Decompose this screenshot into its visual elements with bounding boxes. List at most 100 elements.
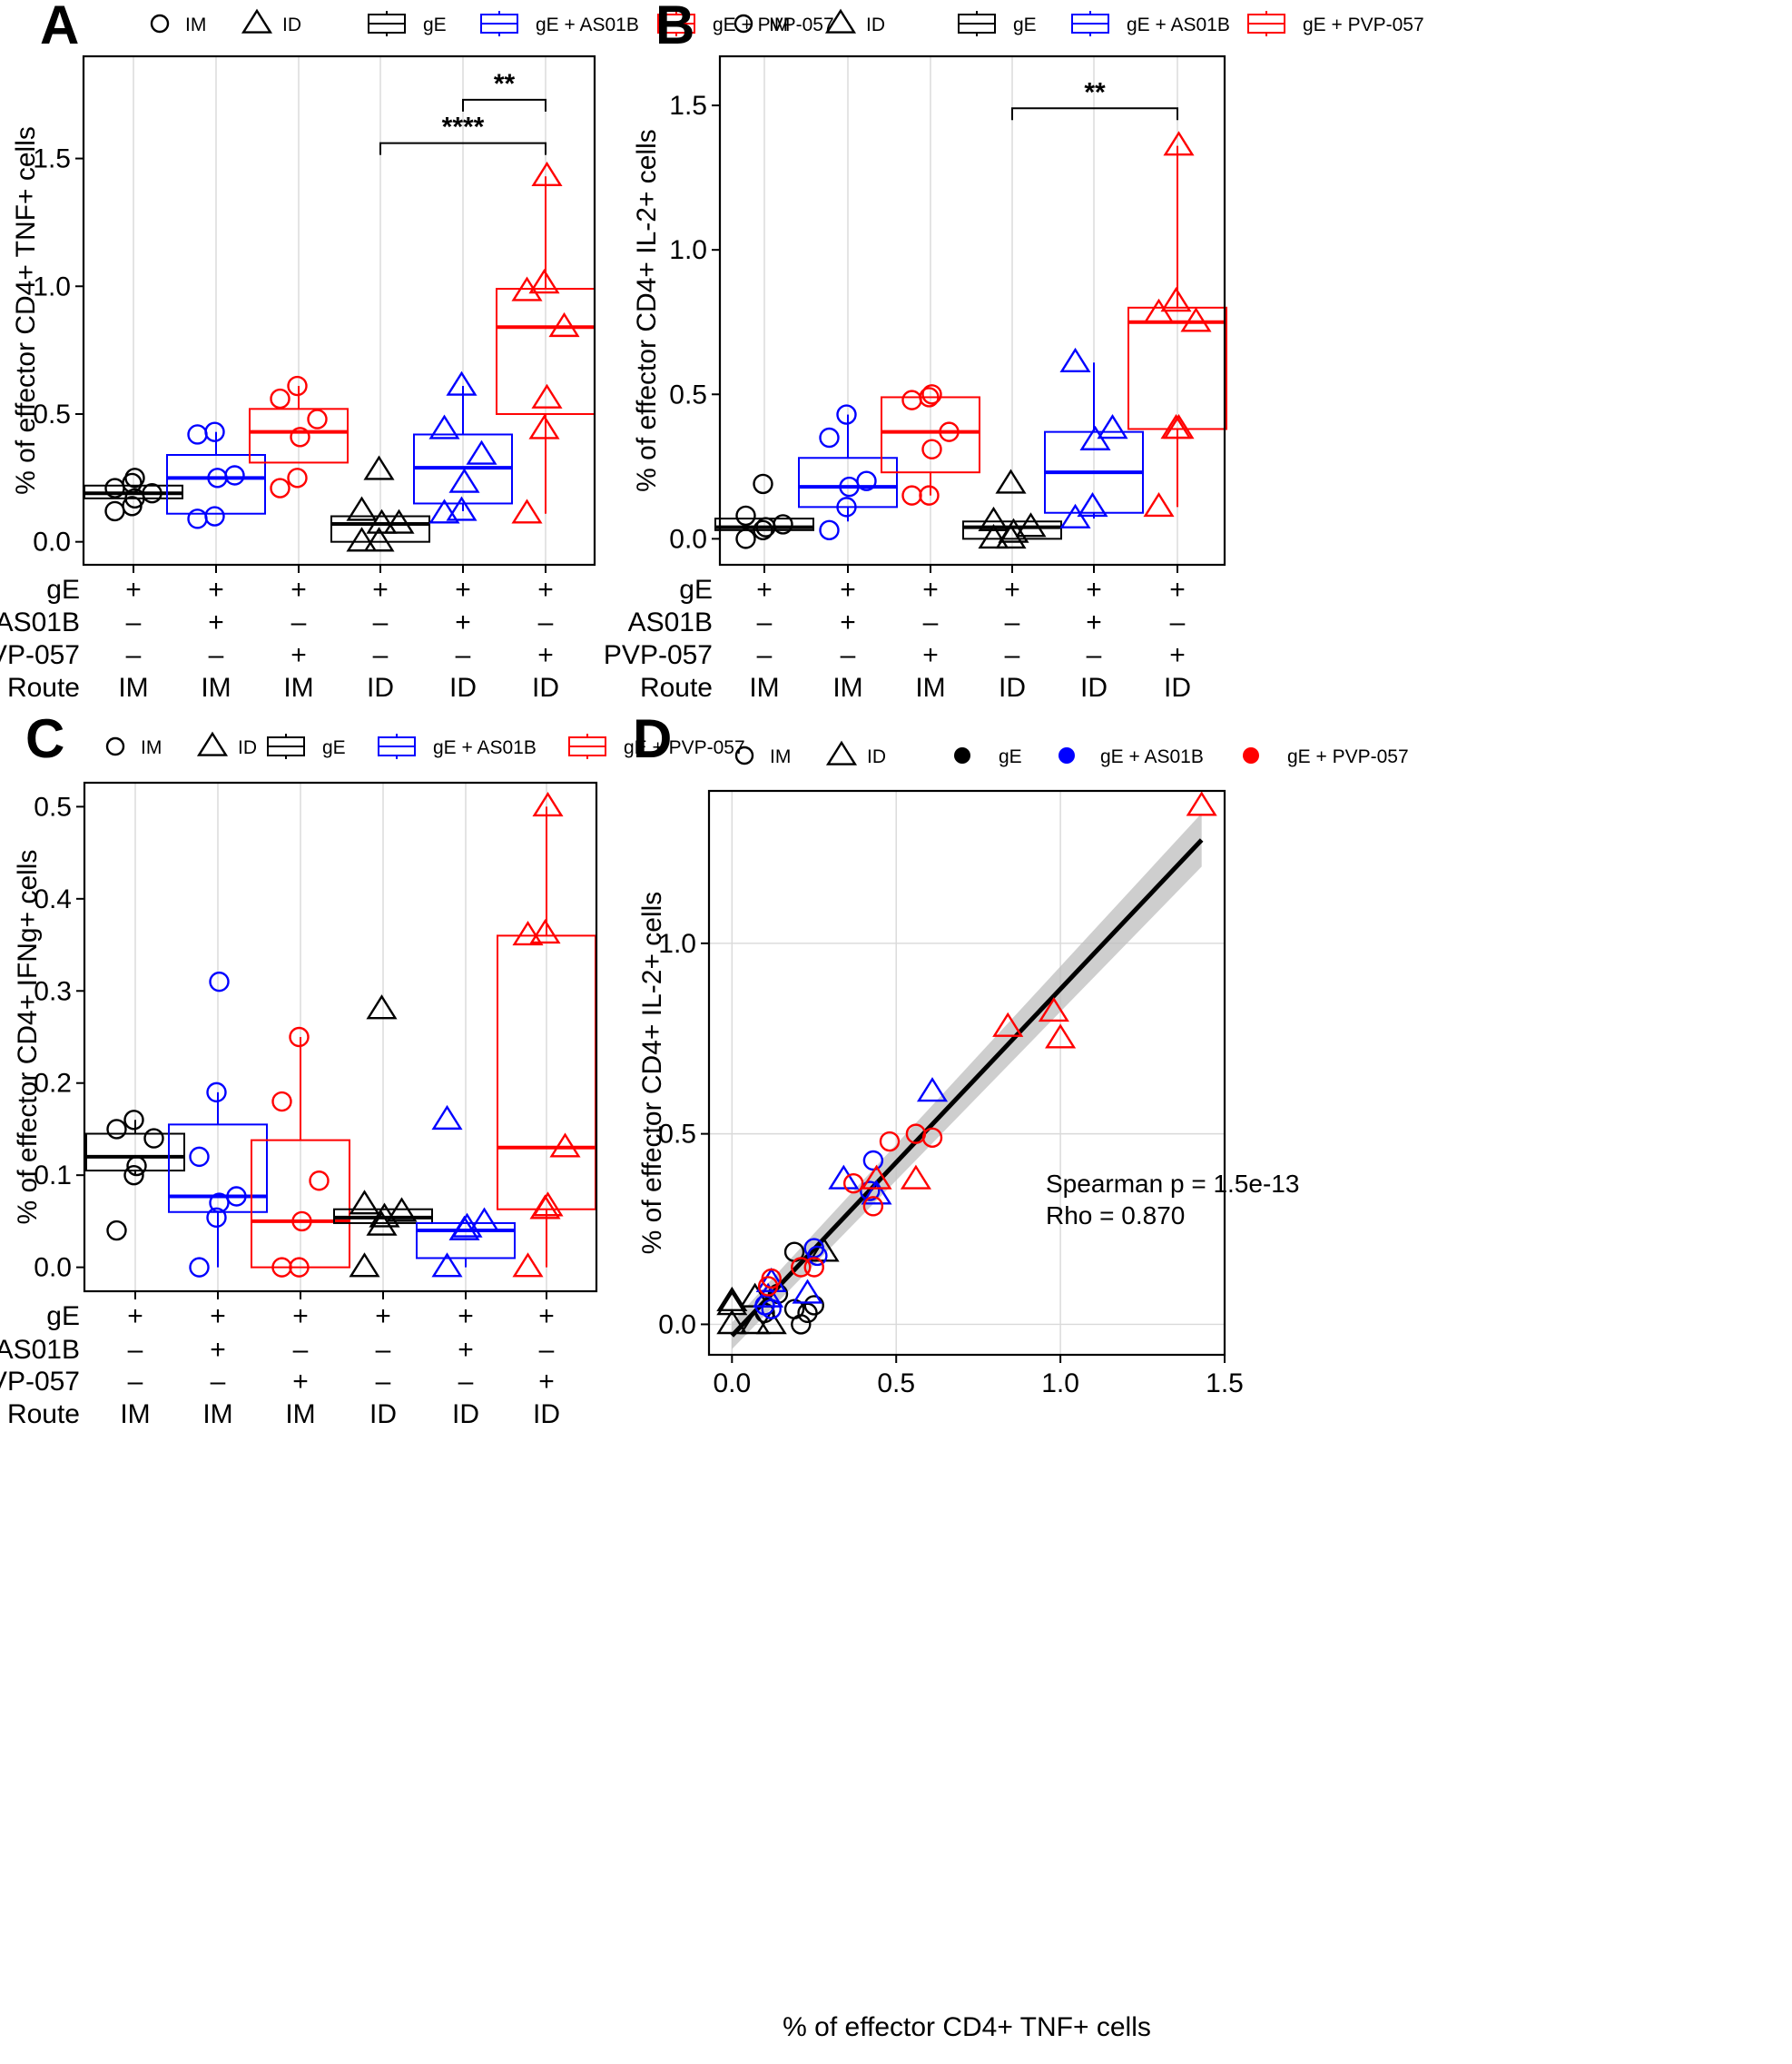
design-cell: – <box>841 640 856 670</box>
bracket-line <box>379 142 546 155</box>
data-point-triangle <box>366 1210 398 1236</box>
box-group <box>798 404 898 541</box>
box <box>881 396 980 474</box>
data-point-triangle <box>529 918 561 944</box>
data-point-triangle <box>992 1012 1024 1037</box>
data-point-circle <box>803 1295 824 1316</box>
legend-as01b-icon <box>1058 747 1075 764</box>
legend-pvp-label: gE + PVP-057 <box>713 15 834 35</box>
design-cell: + <box>1086 607 1102 637</box>
significance-bracket: **** <box>379 113 546 155</box>
legend-im-label: IM <box>770 746 791 767</box>
design-cell: – <box>211 1367 226 1397</box>
data-point-triangle <box>1160 287 1192 312</box>
confidence-band <box>732 813 1202 1349</box>
significance-label: **** <box>442 113 485 143</box>
design-row-label: AS01B <box>0 1335 80 1365</box>
y-axis-title: % of effector CD4+ IL-2+ cells <box>632 129 662 492</box>
legend-as01b-icon <box>480 11 518 36</box>
data-point-circle <box>187 509 208 529</box>
data-point-triangle <box>1059 347 1091 373</box>
box-group <box>1127 131 1227 518</box>
legend-id-label: ID <box>866 15 885 35</box>
data-point-circle <box>206 1081 227 1103</box>
panel-letter: A <box>40 0 79 55</box>
legend-ge-label: gE <box>999 746 1022 767</box>
y-tick-label: 0.0 <box>34 1253 72 1283</box>
data-point-triangle <box>466 439 497 465</box>
design-cell: ID <box>449 673 477 703</box>
box-group <box>416 1104 516 1278</box>
rho-annotation: Rho = 0.870 <box>1046 1201 1185 1230</box>
design-cell: + <box>290 640 307 670</box>
data-point-circle <box>270 478 290 499</box>
bracket-line <box>462 98 546 112</box>
design-row-label: PVP-057 <box>0 640 80 670</box>
x-tick-label: 1.0 <box>1041 1368 1079 1398</box>
design-cell: + <box>208 607 224 637</box>
design-cell: + <box>210 1301 226 1331</box>
data-point-triangle <box>755 1267 787 1293</box>
design-cell: + <box>1169 575 1186 605</box>
legend-im-icon <box>150 14 170 34</box>
design-row-label: PVP-057 <box>0 1367 80 1397</box>
data-point-circle <box>123 1164 144 1186</box>
panel-letter: D <box>633 708 672 769</box>
design-table: gE++++++AS01B–+––+–PVP-057––+––+RouteIMI… <box>0 1301 560 1429</box>
data-point-triangle <box>1163 131 1195 156</box>
data-point-circle <box>939 421 960 442</box>
legend-im-label: IM <box>141 737 162 758</box>
legend-ge-icon <box>267 734 305 759</box>
design-cell: + <box>455 575 471 605</box>
data-point-circle <box>289 1257 310 1278</box>
design-cell: + <box>292 1301 309 1331</box>
legend-ge-icon <box>958 11 996 36</box>
design-cell: – <box>376 1335 391 1365</box>
data-point-triangle <box>753 1282 784 1308</box>
data-point-triangle <box>716 1286 748 1312</box>
box <box>798 457 898 509</box>
data-point-circle <box>143 1128 164 1149</box>
data-point-circle <box>919 387 940 408</box>
data-point-triangle <box>468 1207 500 1232</box>
design-cell: – <box>1005 607 1020 637</box>
design-cell: + <box>922 640 939 670</box>
data-point-circle <box>142 483 162 504</box>
data-point-triangle <box>716 1290 748 1316</box>
data-point-triangle <box>978 523 1009 549</box>
data-point-triangle <box>431 1252 463 1278</box>
legend-id-icon <box>196 731 229 756</box>
y-tick-label: 0.5 <box>33 400 71 430</box>
legend-im-icon <box>105 736 125 756</box>
y-axis-title: % of effector CD4+ IL-2+ cells <box>637 892 667 1255</box>
data-point-triangle <box>366 994 398 1020</box>
box-group <box>84 468 183 522</box>
data-point-circle <box>206 1207 227 1229</box>
design-cell: ID <box>452 1399 479 1429</box>
data-point-circle <box>307 409 328 430</box>
panel-C: C 0.0 0.1 0.2 0.3 0.4 0.5 % of effector CD4+ IF… <box>0 708 598 1429</box>
design-table: gE++++++AS01B–+––+–PVP-057––+––+RouteIMI… <box>0 575 559 703</box>
design-cell: ID <box>1164 673 1191 703</box>
data-point-triangle <box>349 1252 380 1278</box>
data-point-circle <box>735 528 756 549</box>
data-point-triangle <box>346 527 378 552</box>
design-cell: + <box>1004 575 1020 605</box>
legend-id-label: ID <box>282 15 301 35</box>
data-point-circle <box>836 497 857 518</box>
data-point-circle <box>287 375 308 397</box>
data-point-triangle <box>861 1164 892 1190</box>
design-cell: + <box>458 1335 474 1365</box>
design-cell: IM <box>202 1399 232 1429</box>
design-cell: IM <box>201 673 231 703</box>
data-point-triangle <box>1015 512 1047 538</box>
design-cell: + <box>538 1301 555 1331</box>
legend-id-icon <box>825 740 858 765</box>
plot-border <box>83 781 598 1293</box>
design-cell: – <box>757 607 773 637</box>
design-cell: – <box>1170 607 1186 637</box>
design-cell: + <box>375 1301 391 1331</box>
design-row-label: Route <box>7 1399 80 1429</box>
plot-border <box>718 54 1226 567</box>
data-point-circle <box>224 465 245 486</box>
